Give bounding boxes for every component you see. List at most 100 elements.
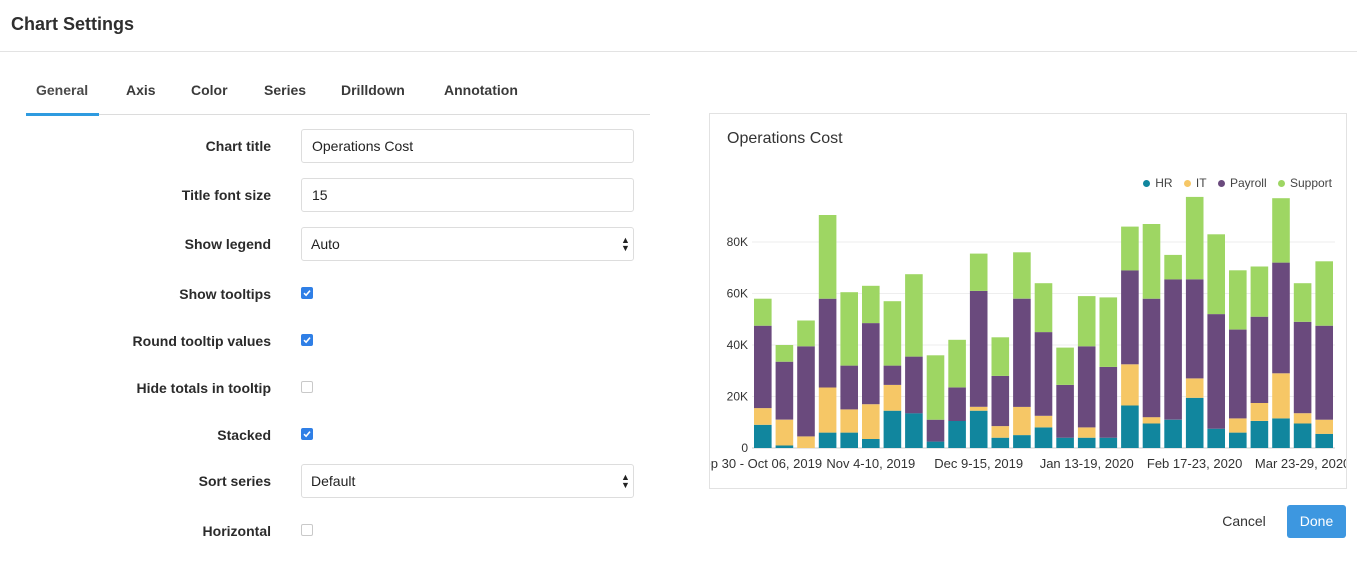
bar-segment-hr[interactable] xyxy=(1164,419,1182,448)
bar-segment-hr[interactable] xyxy=(862,439,880,448)
bar-segment-it[interactable] xyxy=(1293,413,1312,424)
bar-segment-support[interactable] xyxy=(1315,261,1333,326)
bar-segment-payroll[interactable] xyxy=(948,387,966,422)
bar-segment-support[interactable] xyxy=(1121,226,1139,271)
bar-segment-it[interactable] xyxy=(1013,406,1031,436)
bar-segment-it[interactable] xyxy=(862,404,880,439)
bar-segment-hr[interactable] xyxy=(840,432,858,448)
bar-segment-payroll[interactable] xyxy=(1142,298,1161,418)
legend-item-support[interactable]: Support xyxy=(1277,176,1332,190)
bar-segment-payroll[interactable] xyxy=(1013,298,1031,407)
bar-segment-hr[interactable] xyxy=(1099,437,1118,448)
legend-item-payroll[interactable]: Payroll xyxy=(1217,176,1267,190)
stacked-checkbox[interactable] xyxy=(301,428,313,440)
bar-segment-hr[interactable] xyxy=(1207,428,1225,448)
bar-segment-hr[interactable] xyxy=(1121,405,1139,449)
bar-segment-support[interactable] xyxy=(905,274,923,357)
tab-general[interactable]: General xyxy=(26,80,99,116)
bar-segment-hr[interactable] xyxy=(991,437,1010,448)
hide-totals-checkbox[interactable] xyxy=(301,381,313,393)
bar-segment-it[interactable] xyxy=(1250,402,1269,421)
bar-segment-hr[interactable] xyxy=(1077,437,1096,448)
bar-segment-payroll[interactable] xyxy=(818,298,837,388)
bar-segment-payroll[interactable] xyxy=(905,356,923,414)
bar-segment-support[interactable] xyxy=(1142,224,1161,299)
sort-series-select[interactable]: Default ▲ ▼ xyxy=(301,464,634,498)
bar-segment-hr[interactable] xyxy=(754,424,772,448)
chart-title-input[interactable] xyxy=(301,129,634,163)
bar-segment-it[interactable] xyxy=(797,436,815,448)
bar-segment-it[interactable] xyxy=(840,409,858,433)
bar-segment-hr[interactable] xyxy=(1272,418,1290,448)
show-legend-select[interactable]: Auto ▲ ▼ xyxy=(301,227,634,261)
bar-segment-hr[interactable] xyxy=(1013,435,1031,448)
bar-segment-payroll[interactable] xyxy=(1034,332,1053,416)
bar-segment-it[interactable] xyxy=(818,387,837,433)
bar-segment-hr[interactable] xyxy=(969,410,988,448)
legend-item-it[interactable]: IT xyxy=(1183,176,1207,190)
bar-segment-it[interactable] xyxy=(754,408,772,425)
bar-segment-support[interactable] xyxy=(969,253,988,291)
bar-segment-hr[interactable] xyxy=(1315,433,1333,448)
bar-segment-payroll[interactable] xyxy=(754,325,772,409)
bar-segment-payroll[interactable] xyxy=(1164,279,1182,420)
bar-segment-hr[interactable] xyxy=(883,410,902,448)
bar-segment-support[interactable] xyxy=(818,215,837,299)
bar-segment-hr[interactable] xyxy=(1229,432,1247,448)
bar-segment-payroll[interactable] xyxy=(1056,384,1074,438)
bar-segment-support[interactable] xyxy=(754,298,772,326)
bar-segment-support[interactable] xyxy=(1077,296,1096,347)
bar-segment-it[interactable] xyxy=(1034,415,1053,428)
horizontal-checkbox[interactable] xyxy=(301,524,313,536)
bar-segment-support[interactable] xyxy=(1013,252,1031,299)
bar-segment-support[interactable] xyxy=(1034,283,1053,333)
bar-segment-payroll[interactable] xyxy=(1185,279,1204,379)
bar-segment-hr[interactable] xyxy=(948,421,966,448)
bar-segment-hr[interactable] xyxy=(1185,397,1204,448)
legend-item-hr[interactable]: HR xyxy=(1143,176,1173,190)
tab-series[interactable]: Series xyxy=(264,80,306,113)
bar-segment-payroll[interactable] xyxy=(1207,314,1225,429)
bar-segment-payroll[interactable] xyxy=(862,323,880,405)
bar-segment-it[interactable] xyxy=(1185,378,1204,398)
bar-segment-it[interactable] xyxy=(775,419,794,446)
bar-segment-support[interactable] xyxy=(926,355,945,420)
title-font-size-input[interactable] xyxy=(301,178,634,212)
bar-segment-payroll[interactable] xyxy=(1229,329,1247,419)
bar-segment-payroll[interactable] xyxy=(1250,316,1269,403)
bar-segment-payroll[interactable] xyxy=(1099,366,1118,438)
cancel-button[interactable]: Cancel xyxy=(1222,513,1266,529)
bar-segment-hr[interactable] xyxy=(818,432,837,448)
round-tooltip-checkbox[interactable] xyxy=(301,334,313,346)
bar-segment-support[interactable] xyxy=(1250,266,1269,317)
bar-segment-hr[interactable] xyxy=(1142,423,1161,449)
bar-segment-hr[interactable] xyxy=(1293,423,1312,449)
bar-segment-support[interactable] xyxy=(1185,196,1204,280)
bar-segment-payroll[interactable] xyxy=(1315,325,1333,420)
bar-segment-payroll[interactable] xyxy=(926,419,945,442)
show-tooltips-checkbox[interactable] xyxy=(301,287,313,299)
bar-segment-hr[interactable] xyxy=(905,413,923,448)
bar-segment-payroll[interactable] xyxy=(1293,321,1312,414)
bar-segment-payroll[interactable] xyxy=(1077,346,1096,428)
bar-segment-it[interactable] xyxy=(1229,418,1247,433)
bar-segment-it[interactable] xyxy=(1272,373,1290,419)
bar-segment-support[interactable] xyxy=(775,345,794,362)
bar-segment-hr[interactable] xyxy=(926,441,945,448)
bar-segment-support[interactable] xyxy=(948,339,966,388)
bar-segment-support[interactable] xyxy=(1056,347,1074,385)
bar-segment-payroll[interactable] xyxy=(775,361,794,420)
bar-segment-it[interactable] xyxy=(969,406,988,411)
bar-segment-support[interactable] xyxy=(1229,270,1247,330)
bar-segment-payroll[interactable] xyxy=(840,365,858,410)
bar-segment-support[interactable] xyxy=(1207,234,1225,315)
bar-segment-hr[interactable] xyxy=(1250,421,1269,448)
bar-segment-support[interactable] xyxy=(1272,198,1290,263)
bar-segment-it[interactable] xyxy=(1121,364,1139,406)
bar-segment-support[interactable] xyxy=(883,301,902,366)
bar-segment-it[interactable] xyxy=(1315,419,1333,434)
tab-color[interactable]: Color xyxy=(191,80,228,113)
bar-segment-support[interactable] xyxy=(1099,297,1118,367)
bar-segment-support[interactable] xyxy=(840,292,858,366)
bar-segment-support[interactable] xyxy=(991,337,1010,376)
